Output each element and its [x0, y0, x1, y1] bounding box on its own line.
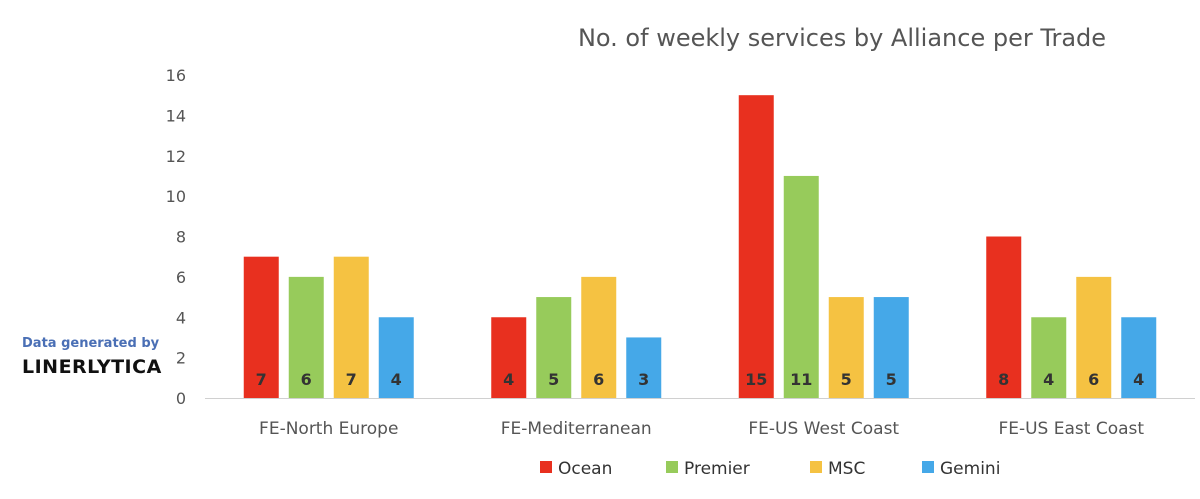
bar-premier	[536, 297, 572, 398]
x-category-label: FE-North Europe	[259, 419, 398, 439]
data-label: 6	[301, 370, 312, 389]
y-tick-label: 16	[166, 66, 186, 85]
data-label: 4	[1133, 370, 1144, 389]
bar-ocean	[738, 95, 774, 398]
bar-msc	[581, 276, 617, 398]
legend-label: Gemini	[940, 459, 1000, 479]
legend-label: Premier	[684, 459, 750, 479]
bars-group	[243, 95, 1157, 398]
legend-item-premier: Premier	[666, 459, 750, 479]
y-tick-label: 6	[176, 268, 186, 287]
data-label: 5	[886, 370, 897, 389]
bar-msc	[828, 297, 864, 398]
bar-premier	[1031, 317, 1067, 398]
data-label: 7	[256, 370, 267, 389]
data-label: 6	[593, 370, 604, 389]
branding: Data generated by LINERLYTICA	[22, 336, 162, 378]
bar-ocean	[986, 236, 1022, 398]
data-label: 5	[548, 370, 559, 389]
data-label: 11	[790, 370, 812, 389]
chart-title: No. of weekly services by Alliance per T…	[578, 24, 1106, 52]
y-tick-label: 14	[166, 106, 186, 125]
legend-item-gemini: Gemini	[922, 459, 1000, 479]
legend-swatch	[810, 461, 822, 473]
branding-logo-text: LINERLYTICA	[22, 356, 162, 378]
bar-ocean	[491, 317, 527, 398]
bar-premier	[288, 276, 324, 398]
data-label: 3	[638, 370, 649, 389]
bar-gemini	[873, 297, 909, 398]
x-category-label: FE-Mediterranean	[501, 419, 652, 439]
y-tick-label: 8	[176, 228, 186, 247]
bar-gemini	[1121, 317, 1157, 398]
data-label: 7	[346, 370, 357, 389]
legend-item-ocean: Ocean	[540, 459, 612, 479]
legend-swatch	[666, 461, 678, 473]
data-label: 4	[1043, 370, 1054, 389]
y-tick-label: 12	[166, 147, 186, 166]
bar-gemini	[626, 337, 662, 398]
legend-item-msc: MSC	[810, 459, 865, 479]
data-label: 6	[1088, 370, 1099, 389]
data-label: 5	[841, 370, 852, 389]
data-labels-group: 7 6 7 4 4 5 6 3 15 11 5 5 8 4 6 4	[256, 370, 1145, 389]
y-tick-label: 2	[176, 349, 186, 368]
bar-premier	[783, 175, 819, 398]
legend-swatch	[540, 461, 552, 473]
bar-msc	[333, 256, 369, 398]
bar-ocean	[243, 256, 279, 398]
legend-swatch	[922, 461, 934, 473]
legend-label: Ocean	[558, 459, 612, 479]
x-category-label: FE-US West Coast	[748, 419, 899, 439]
branding-top-text: Data generated by	[22, 336, 160, 351]
legend: Ocean Premier MSC Gemini	[540, 459, 1000, 479]
data-label: 4	[503, 370, 514, 389]
data-label: 15	[745, 370, 767, 389]
data-label: 8	[998, 370, 1009, 389]
x-category-label: FE-US East Coast	[998, 419, 1144, 439]
bar-msc	[1076, 276, 1112, 398]
y-tick-label: 10	[166, 187, 186, 206]
legend-label: MSC	[828, 459, 865, 479]
y-tick-label: 0	[176, 389, 186, 408]
x-axis: FE-North Europe FE-Mediterranean FE-US Wes…	[259, 419, 1144, 439]
data-label: 4	[391, 370, 402, 389]
y-tick-label: 4	[176, 308, 186, 327]
bar-gemini	[378, 317, 414, 398]
y-axis: 0 2 4 6 8 10 12 14 16	[166, 66, 186, 408]
